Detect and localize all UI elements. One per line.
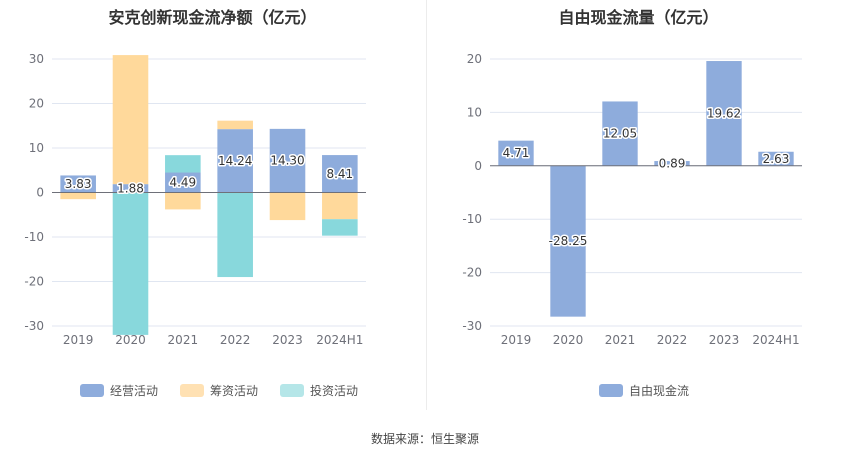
- chart0-bar-s1-2022: [217, 120, 253, 130]
- chart1-data-label-2023: 19.62: [707, 106, 741, 120]
- chart0-bar-s1-2020: [112, 55, 149, 185]
- chart1-ytick-2: -10: [462, 212, 482, 226]
- legend-item-investing[interactable]: 投资活动: [280, 382, 358, 399]
- left-legend: 经营活动 筹资活动 投资活动: [80, 382, 358, 399]
- chart1-ytick-4: 10: [467, 105, 482, 119]
- chart0-bar-s0-2019: [60, 175, 96, 193]
- chart0-xtick-2022: 2022: [220, 333, 251, 347]
- chart0-bar-s1-2024H1: [322, 192, 358, 220]
- chart1-xtick-2021: 2021: [605, 333, 636, 347]
- chart0-bar-s0-2024H1: [322, 155, 358, 193]
- chart1-ytick-0: -30: [462, 319, 482, 333]
- left-chart-title: 安克创新现金流净额（亿元）: [108, 8, 317, 27]
- chart1-ytick-3: 0: [474, 159, 482, 173]
- chart0-ytick-6: 30: [29, 52, 44, 66]
- chart1-data-label-2019: 4.71: [503, 146, 530, 160]
- chart1-xtick-2024H1: 2024H1: [752, 333, 799, 347]
- chart0-ytick-5: 20: [29, 97, 44, 111]
- chart0-ytick-3: 0: [36, 186, 44, 200]
- chart0-bar-s2-2022: [217, 192, 253, 278]
- chart1-data-label-2020: -28.25: [549, 234, 588, 248]
- chart1-data-label-2024H1: 2.63: [763, 152, 790, 166]
- legend-swatch-fcf: [599, 384, 623, 397]
- chart1-bar-s0-2020: [550, 165, 586, 317]
- chart0-ytick-2: -10: [24, 230, 44, 244]
- chart0-bar-s0-2022: [217, 129, 253, 193]
- chart0-bar-s1-2019: [60, 192, 96, 200]
- chart0-data-label-2019: 3.83: [65, 177, 92, 191]
- chart1-xtick-2019: 2019: [501, 333, 532, 347]
- right-legend: 自由现金流: [599, 382, 689, 399]
- chart0-bar-s1-2023: [269, 192, 306, 221]
- chart0-ytick-0: -30: [24, 319, 44, 333]
- chart0-xtick-2023: 2023: [272, 333, 303, 347]
- right-fcf-chart: -30 -20 -10 0 10 20 2019 2020 2021 2022 2023 2024H1…: [462, 52, 802, 347]
- legend-item-fcf[interactable]: 自由现金流: [599, 382, 689, 399]
- chart0-data-label-2023: 14.30: [270, 154, 304, 168]
- chart1-data-label-2021: 12.05: [603, 127, 637, 141]
- chart1-bar-s0-2023: [706, 61, 742, 166]
- legend-label-financing: 筹资活动: [210, 384, 259, 398]
- chart0-xtick-2019: 2019: [63, 333, 94, 347]
- chart-divider: [426, 0, 427, 410]
- legend-swatch-operating: [80, 384, 104, 397]
- chart1-xtick-2020: 2020: [553, 333, 584, 347]
- legend-swatch-investing: [280, 384, 305, 397]
- chart1-bar-s0-2019: [498, 140, 534, 166]
- legend-label-fcf: 自由现金流: [629, 384, 690, 398]
- chart0-data-label-2021: 4.49: [169, 176, 196, 190]
- chart0-data-label-2020: 1.88: [117, 181, 144, 195]
- left-cashflow-chart: -30 -20 -10 0 10 20 30 2019 2020 2021 2022 2023 2024…: [24, 52, 366, 347]
- chart1-xtick-2023: 2023: [709, 333, 740, 347]
- chart1-bar-s0-2021: [602, 101, 638, 166]
- chart0-bar-s0-2023: [269, 128, 306, 193]
- chart1-ytick-1: -20: [462, 266, 482, 280]
- chart1-ytick-5: 20: [467, 52, 482, 66]
- chart0-ytick-1: -20: [24, 275, 44, 289]
- chart0-bar-s2-2021: [165, 155, 201, 173]
- chart0-ytick-4: 10: [29, 141, 44, 155]
- right-chart-title: 自由现金流量（亿元）: [558, 8, 719, 27]
- legend-item-financing[interactable]: 筹资活动: [180, 382, 258, 399]
- chart1-bar-s0-2024H1: [758, 151, 794, 166]
- chart0-bar-s1-2021: [165, 192, 201, 210]
- chart0-bar-s2-2020: [112, 192, 149, 335]
- legend-item-operating[interactable]: 经营活动: [80, 382, 158, 399]
- chart0-data-label-2022: 14.24: [218, 154, 252, 168]
- data-source-note: 数据来源：恒生聚源: [370, 432, 479, 446]
- chart1-xtick-2022: 2022: [657, 333, 688, 347]
- chart0-xtick-2020: 2020: [115, 333, 146, 347]
- chart1-bar-s0-2022: [654, 161, 690, 166]
- legend-label-investing: 投资活动: [310, 384, 359, 398]
- chart0-bar-s2-2024H1: [322, 219, 358, 236]
- chart0-xtick-2021: 2021: [168, 333, 199, 347]
- legend-label-operating: 经营活动: [110, 384, 159, 398]
- legend-swatch-financing: [180, 384, 205, 397]
- chart0-xtick-2024H1: 2024H1: [316, 333, 363, 347]
- chart1-data-label-2022: 0.89: [659, 156, 686, 170]
- chart0-data-label-2024H1: 8.41: [326, 167, 353, 181]
- chart0-bar-s0-2020: [112, 184, 149, 193]
- chart0-bar-s0-2021: [165, 172, 201, 193]
